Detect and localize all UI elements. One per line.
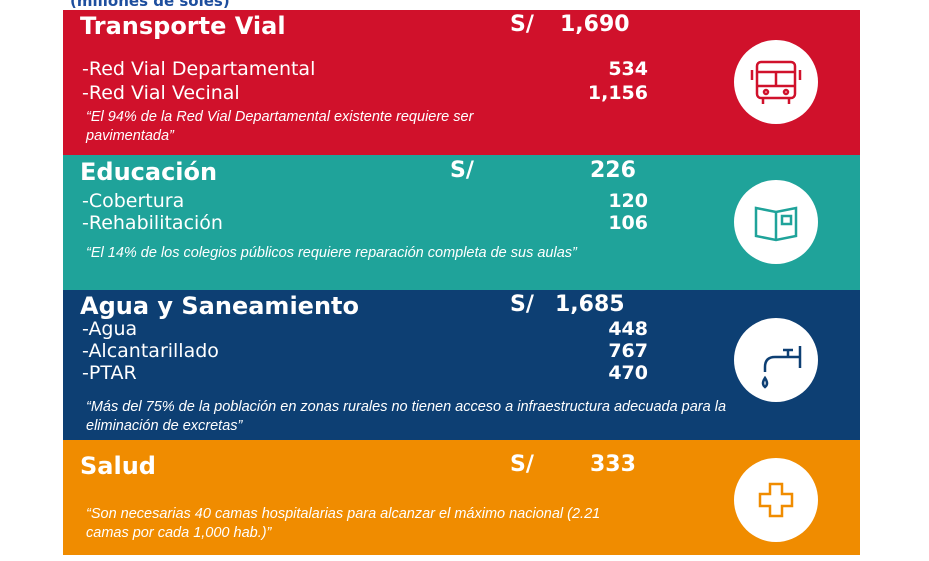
item-value: 767	[608, 340, 648, 362]
total: 1,690	[560, 12, 630, 37]
total: 333	[590, 452, 636, 477]
total: 1,685	[555, 292, 625, 317]
quote: “El 14% de los colegios públicos requier…	[86, 245, 577, 261]
section-band	[63, 10, 860, 155]
item-label: -Alcantarillado	[82, 340, 219, 362]
item-label: -Red Vial Departamental	[82, 58, 316, 80]
item-value: 448	[608, 318, 648, 340]
item-label: -Agua	[82, 318, 138, 340]
currency: S/	[510, 12, 534, 37]
item-label: -Red Vial Vecinal	[82, 82, 240, 104]
section-title: Agua y Saneamiento	[80, 292, 359, 320]
currency: S/	[510, 292, 534, 317]
currency: S/	[450, 158, 474, 183]
quote: “El 94% de la Red Vial Departamental exi…	[86, 109, 474, 144]
quote: “Son necesarias 40 camas hospitalarias p…	[86, 506, 601, 541]
item-value: 120	[608, 190, 648, 212]
header: (millones de soles)	[70, 0, 230, 10]
item-value: 470	[608, 362, 648, 384]
currency: S/	[510, 452, 534, 477]
section-band	[63, 155, 860, 290]
item-label: -Rehabilitación	[82, 212, 223, 234]
section-title: Transporte Vial	[80, 12, 286, 40]
item-value: 1,156	[587, 82, 648, 104]
quote: “Más del 75% de la población en zonas ru…	[86, 399, 727, 434]
section-title: Educación	[80, 158, 218, 186]
item-value: 106	[608, 212, 648, 234]
item-label: -PTAR	[82, 362, 137, 384]
section-title: Salud	[80, 452, 156, 480]
section-band	[63, 290, 860, 440]
item-value: 534	[608, 58, 648, 80]
item-label: -Cobertura	[82, 190, 185, 212]
section-band	[63, 440, 860, 555]
total: 226	[590, 158, 636, 183]
